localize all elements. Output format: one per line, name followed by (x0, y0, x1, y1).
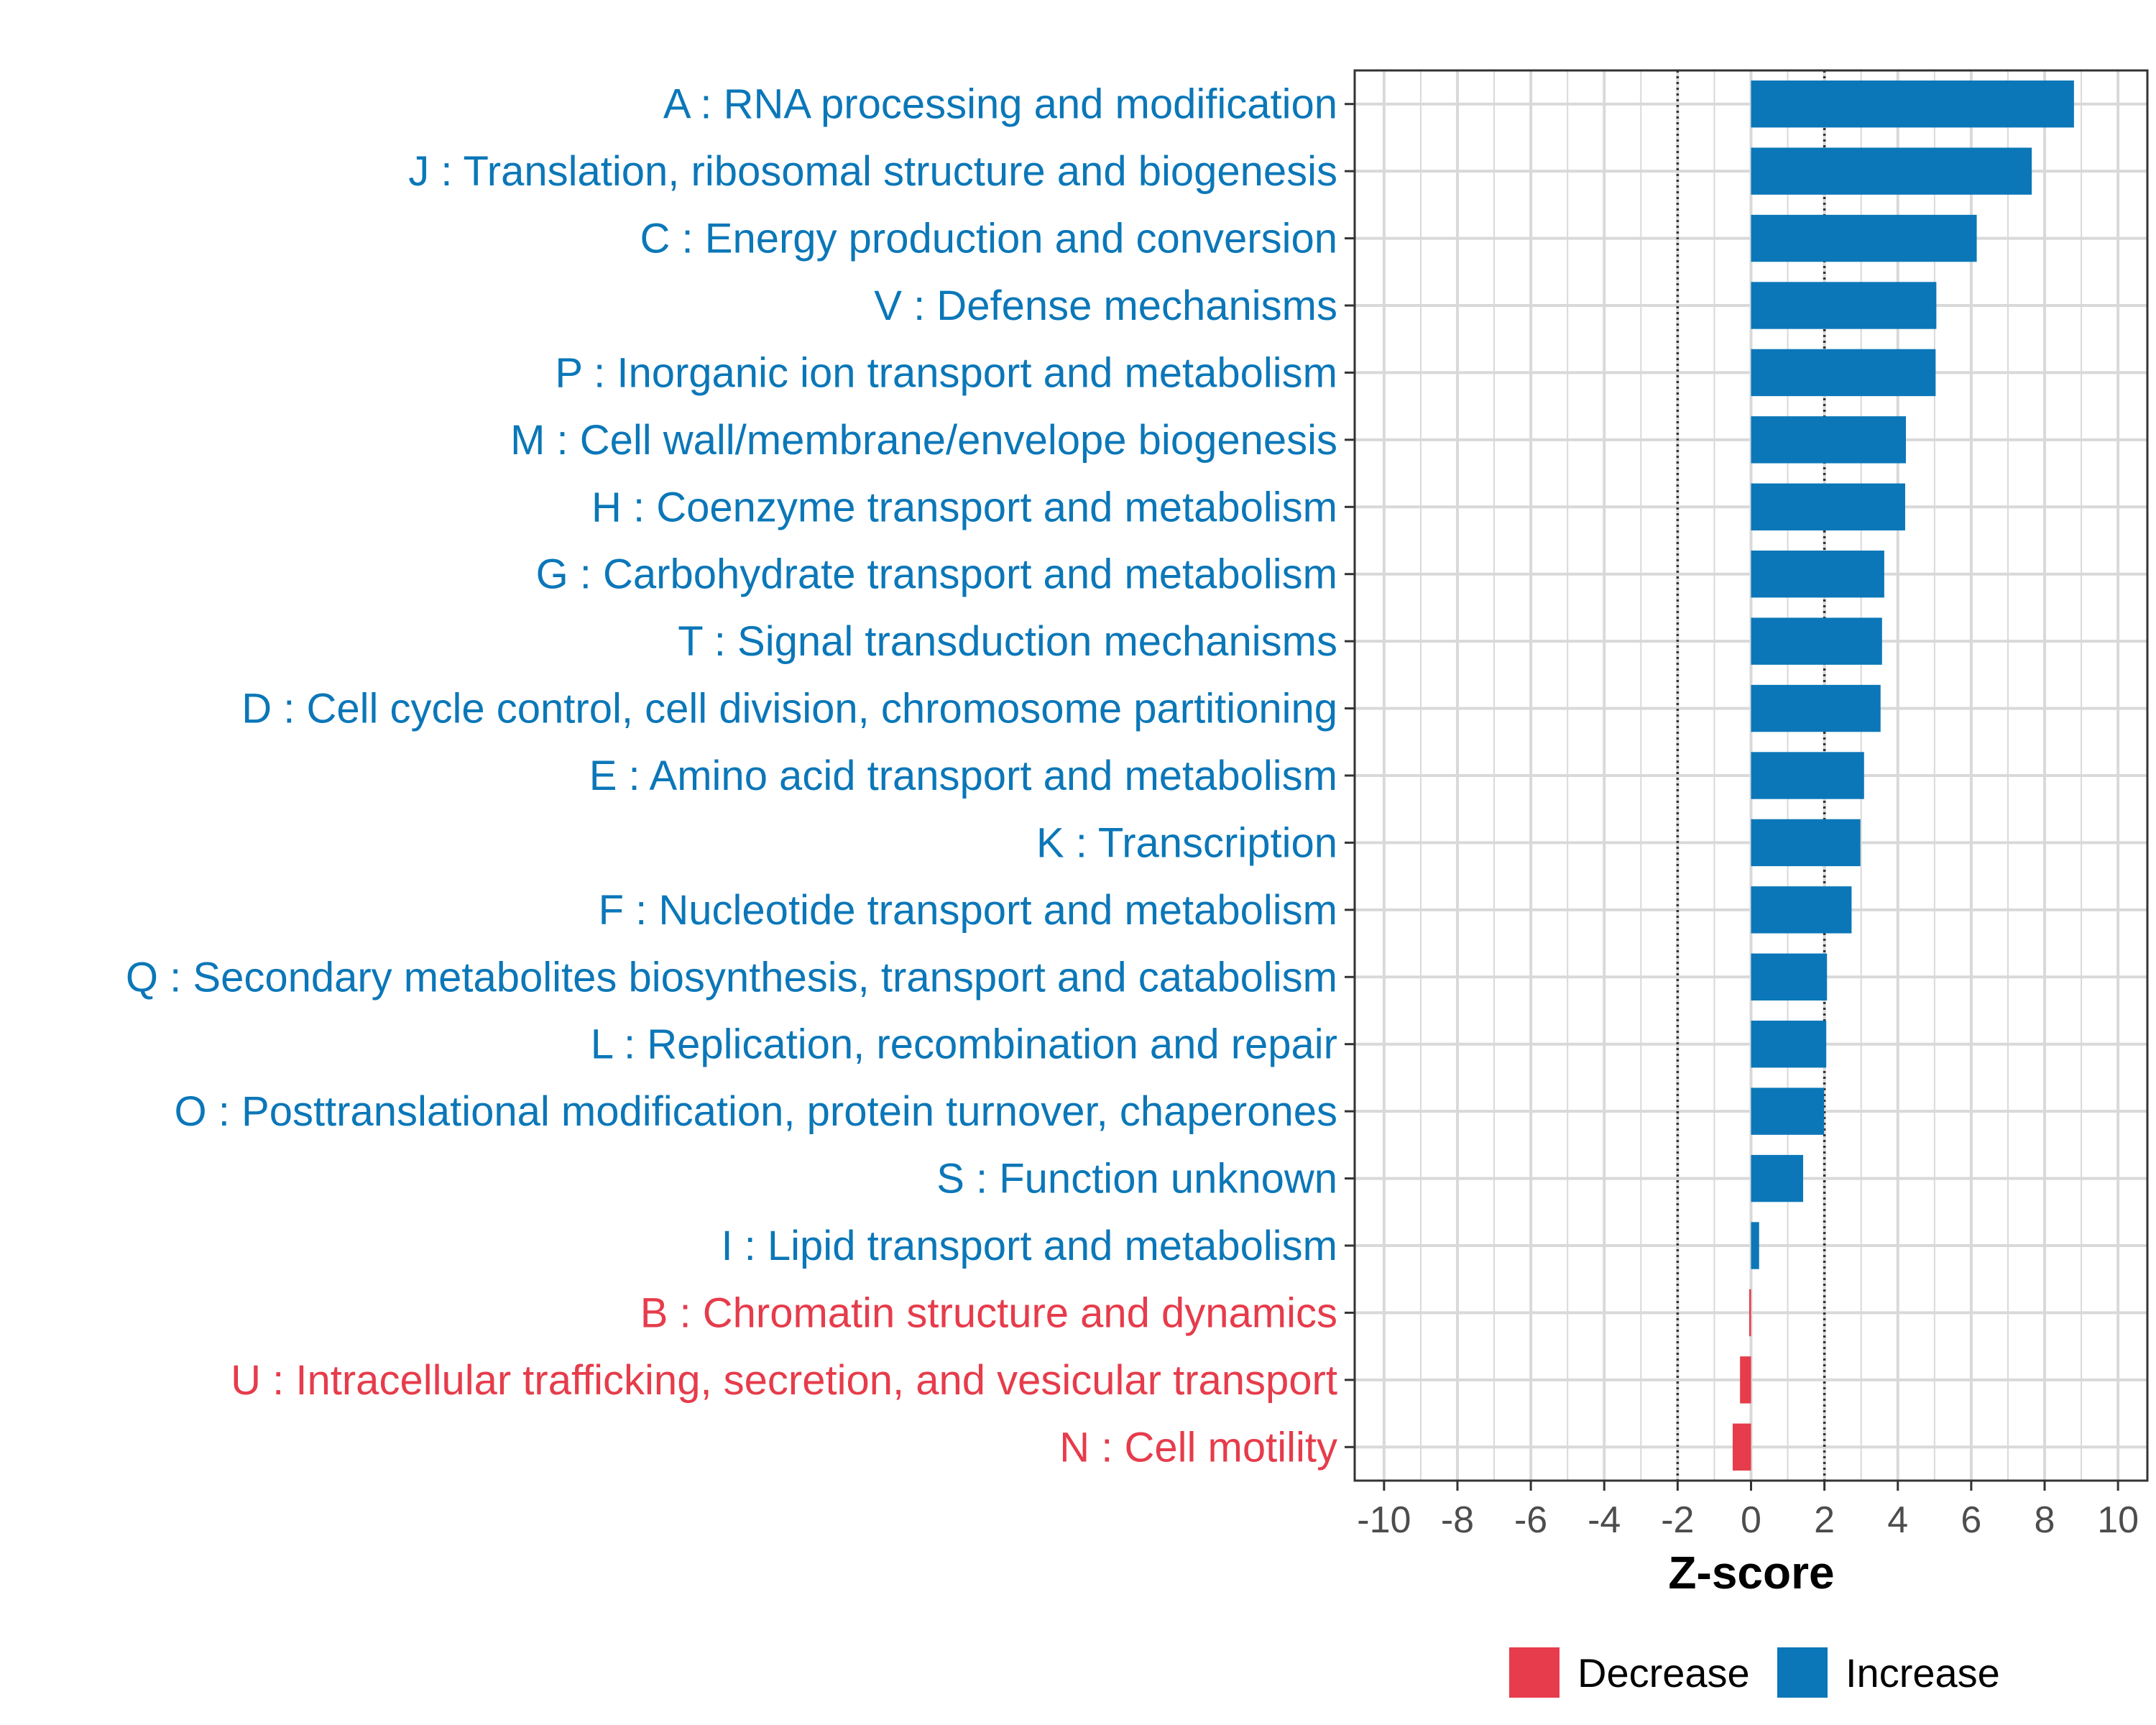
category-label: F : Nucleotide transport and metabolism (599, 887, 1337, 934)
bar (1751, 214, 1977, 262)
legend-key-decrease (1509, 1647, 1560, 1698)
category-label: U : Intracellular trafficking, secretion… (231, 1357, 1337, 1404)
bar (1751, 80, 2074, 128)
x-tick-label: 0 (1741, 1499, 1761, 1541)
bar (1751, 282, 1937, 329)
x-tick-label: -6 (1514, 1499, 1547, 1541)
x-tick-label: 10 (2097, 1499, 2139, 1541)
category-label: G : Carbohydrate transport and metabolis… (536, 551, 1337, 598)
category-label: O : Posttranslational modification, prot… (175, 1088, 1337, 1135)
x-tick-label: 8 (2035, 1499, 2055, 1541)
x-axis-ticks: -10 -8 -6 -4 -2 0 2 4 6 8 10 (1357, 1481, 2139, 1541)
x-tick-label: 2 (1814, 1499, 1835, 1541)
y-axis-ticks (1345, 103, 1355, 1448)
bar (1751, 349, 1936, 397)
category-labels: A : RNA processing and modification J : T… (126, 81, 1337, 1471)
category-label: M : Cell wall/membrane/envelope biogenes… (510, 417, 1337, 464)
bars (1732, 80, 2074, 1471)
bar (1751, 1222, 1759, 1269)
x-tick-label: 4 (1887, 1499, 1908, 1541)
bar (1751, 483, 1905, 530)
category-label: D : Cell cycle control, cell division, c… (241, 686, 1337, 732)
legend-label-decrease: Decrease (1577, 1650, 1750, 1696)
category-label: I : Lipid transport and metabolism (721, 1223, 1337, 1269)
bar (1751, 819, 1861, 867)
bar (1751, 953, 1828, 1000)
category-label: C : Energy production and conversion (640, 216, 1337, 262)
x-axis-title: Z-score (1668, 1547, 1834, 1598)
category-label: N : Cell motility (1059, 1424, 1337, 1471)
bar (1749, 1289, 1751, 1337)
bar (1751, 416, 1906, 464)
category-label: A : RNA processing and modification (663, 81, 1337, 128)
bar (1751, 147, 2032, 195)
category-label: E : Amino acid transport and metabolism (589, 753, 1337, 799)
x-tick-label: 6 (1961, 1499, 1981, 1541)
bar (1740, 1356, 1751, 1404)
x-tick-label: -8 (1441, 1499, 1474, 1541)
category-label: S : Function unknown (936, 1156, 1337, 1202)
category-label: Q : Secondary metabolites biosynthesis, … (126, 954, 1337, 1000)
x-tick-label: -4 (1588, 1499, 1621, 1541)
x-tick-label: -2 (1661, 1499, 1694, 1541)
bar (1751, 1154, 1804, 1202)
bar (1751, 684, 1881, 732)
category-label: H : Coenzyme transport and metabolism (591, 484, 1337, 530)
legend: Decrease Increase (1509, 1647, 2000, 1698)
bar (1751, 617, 1882, 665)
bar (1751, 1087, 1825, 1135)
category-label: L : Replication, recombination and repai… (591, 1021, 1337, 1068)
x-tick-label: -10 (1357, 1499, 1411, 1541)
legend-key-increase (1777, 1647, 1828, 1698)
category-label: T : Signal transduction mechanisms (678, 618, 1337, 665)
category-label: K : Transcription (1036, 819, 1337, 866)
category-label: J : Translation, ribosomal structure and… (408, 148, 1337, 195)
bar (1732, 1423, 1751, 1471)
category-label: B : Chromatin structure and dynamics (640, 1289, 1337, 1336)
category-label: P : Inorganic ion transport and metaboli… (555, 349, 1337, 396)
legend-label-increase: Increase (1846, 1650, 2000, 1696)
bar (1751, 1021, 1827, 1068)
bar (1751, 886, 1852, 934)
bar (1751, 752, 1864, 799)
category-label: V : Defense mechanisms (874, 282, 1337, 329)
bar (1751, 551, 1884, 598)
